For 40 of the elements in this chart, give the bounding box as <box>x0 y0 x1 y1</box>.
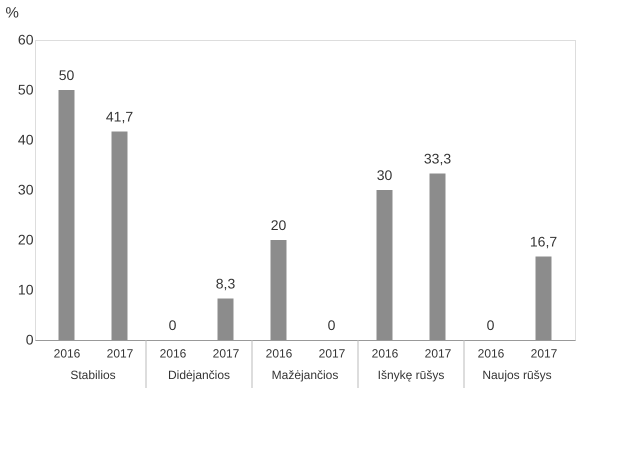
bar <box>536 256 552 340</box>
data-label: 33,3 <box>424 150 452 166</box>
x-tick-label: 2017 <box>530 346 558 360</box>
y-tick-label: 40 <box>18 132 34 148</box>
bar <box>58 90 74 340</box>
text: Stabilios <box>70 368 116 382</box>
x-tick-label: 2017 <box>318 346 346 360</box>
bar <box>218 298 234 340</box>
bar <box>112 132 128 340</box>
x-tick-label: 2016 <box>54 346 81 360</box>
data-label: 0 <box>168 317 177 333</box>
y-tick-label: 50 <box>18 82 34 98</box>
y-tick-label: 20 <box>18 232 34 248</box>
text: Išnykę rūšys <box>378 368 444 382</box>
data-label: 0 <box>328 317 336 333</box>
x-tick-label: 2017 <box>212 346 240 360</box>
data-label: 41,7 <box>106 108 134 124</box>
data-label: 50 <box>58 67 74 83</box>
data-label: 8,3 <box>216 276 236 292</box>
data-label: 16,7 <box>530 234 558 250</box>
text: Mažėjančios <box>272 368 338 382</box>
y-tick-label: 10 <box>18 282 34 298</box>
bar <box>376 190 392 340</box>
x-tick-label: 2016 <box>160 346 187 360</box>
bar <box>430 174 446 340</box>
text: Naujos rūšys <box>482 368 552 382</box>
text: Didėjančios <box>168 368 230 382</box>
y-tick-label: 0 <box>26 332 34 348</box>
x-tick-label: 2017 <box>424 346 452 360</box>
data-label: 20 <box>270 217 286 233</box>
y-tick-label: 60 <box>18 32 34 48</box>
data-label: 0 <box>486 317 495 333</box>
x-tick-label: 2016 <box>372 346 399 360</box>
y-axis-title: % <box>6 4 19 22</box>
x-tick-label: 2016 <box>266 346 293 360</box>
data-label: 30 <box>376 167 392 183</box>
x-tick-label: 2016 <box>478 346 505 360</box>
bar <box>270 240 286 340</box>
x-tick-label: 2017 <box>106 346 134 360</box>
y-tick-label: 30 <box>18 182 34 198</box>
